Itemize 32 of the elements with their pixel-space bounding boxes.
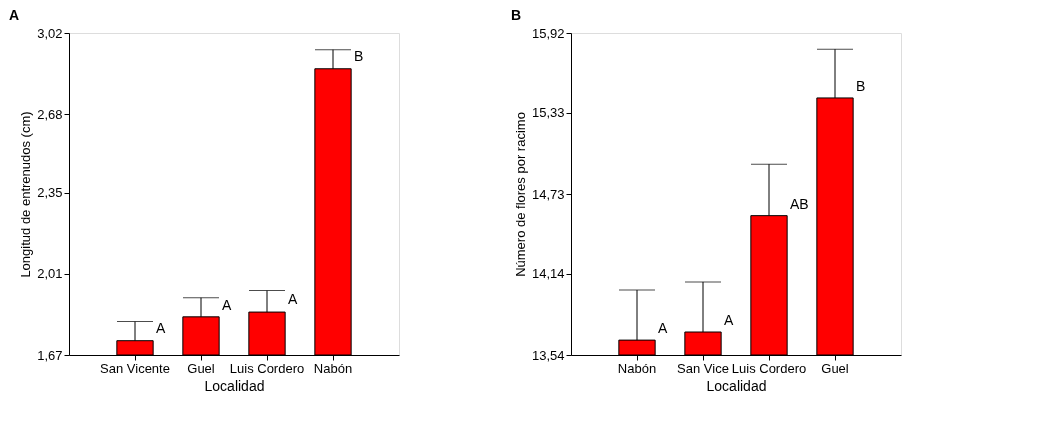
x-tick-label: Nabón	[617, 360, 657, 376]
x-axis-title: Localidad	[204, 377, 265, 394]
annotation: AB	[790, 195, 809, 212]
annotation: A	[288, 291, 298, 308]
x-tick-label: Guel	[187, 360, 215, 376]
annotation: B	[354, 47, 364, 64]
annotation: A	[724, 312, 734, 329]
x-tick-label: Guel	[821, 360, 849, 376]
y-tick-label: 14,73	[531, 186, 565, 202]
x-tick-label: San Vice	[677, 360, 729, 376]
annotation: A	[222, 297, 232, 314]
y-tick-label: 14,14	[531, 266, 565, 282]
x-tick-label: San Vicente	[100, 360, 170, 376]
y-tick-label: 2,68	[37, 106, 63, 122]
x-axis-title: Localidad	[706, 377, 767, 394]
y-tick-label: 13,54	[531, 347, 565, 363]
x-tick-label: Luis Cordero	[731, 360, 807, 376]
annotation: A	[156, 319, 166, 336]
annotation: A	[658, 320, 668, 337]
y-axis-title: Número de flores por racimo	[512, 112, 528, 277]
y-axis-title: Longitud de entrenudos (cm)	[18, 111, 34, 278]
x-tick-label: Nabón	[313, 360, 353, 376]
x-tick-label: Luis Cordero	[229, 360, 305, 376]
annotation: B	[856, 78, 866, 95]
y-tick-label: 3,02	[37, 25, 63, 41]
y-tick-label: 2,35	[37, 185, 63, 201]
chart-title: B	[511, 7, 522, 23]
y-tick-label: 1,67	[37, 347, 63, 363]
y-tick-label: 2,01	[37, 266, 63, 282]
chart-title: A	[9, 7, 20, 23]
y-tick-label: 15,33	[531, 105, 565, 121]
y-tick-label: 15,92	[531, 25, 565, 41]
